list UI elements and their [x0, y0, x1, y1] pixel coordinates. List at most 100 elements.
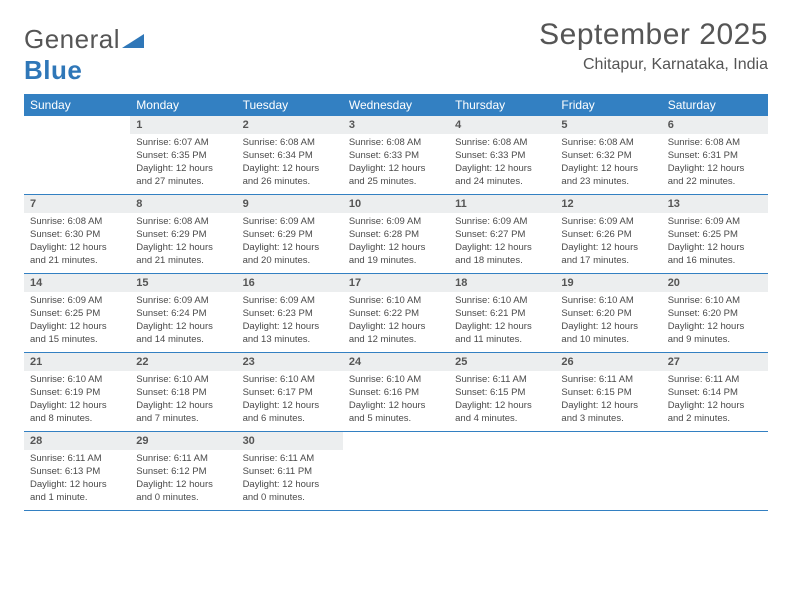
day-number: 6	[662, 116, 768, 134]
sunrise-line: Sunrise: 6:11 AM	[30, 453, 124, 466]
day-number: 27	[662, 353, 768, 371]
day-number: 29	[130, 432, 236, 450]
day-cell: 4Sunrise: 6:08 AMSunset: 6:33 PMDaylight…	[449, 116, 555, 194]
day-cell: 5Sunrise: 6:08 AMSunset: 6:32 PMDaylight…	[555, 116, 661, 194]
weeks-container: 1Sunrise: 6:07 AMSunset: 6:35 PMDaylight…	[24, 116, 768, 511]
sunrise-line: Sunrise: 6:10 AM	[349, 295, 443, 308]
day-number: 3	[343, 116, 449, 134]
daylight-line: Daylight: 12 hours and 27 minutes.	[136, 163, 230, 189]
sunrise-line: Sunrise: 6:08 AM	[30, 216, 124, 229]
day-number: 28	[24, 432, 130, 450]
day-cell: 23Sunrise: 6:10 AMSunset: 6:17 PMDayligh…	[237, 353, 343, 431]
day-cell: 25Sunrise: 6:11 AMSunset: 6:15 PMDayligh…	[449, 353, 555, 431]
day-number	[343, 432, 449, 450]
day-body: Sunrise: 6:08 AMSunset: 6:30 PMDaylight:…	[24, 213, 130, 271]
day-cell	[343, 432, 449, 510]
sunrise-line: Sunrise: 6:08 AM	[455, 137, 549, 150]
sunset-line: Sunset: 6:20 PM	[668, 308, 762, 321]
day-body: Sunrise: 6:11 AMSunset: 6:11 PMDaylight:…	[237, 450, 343, 508]
day-number: 18	[449, 274, 555, 292]
sunset-line: Sunset: 6:22 PM	[349, 308, 443, 321]
week-row: 28Sunrise: 6:11 AMSunset: 6:13 PMDayligh…	[24, 432, 768, 511]
day-cell	[449, 432, 555, 510]
sunset-line: Sunset: 6:33 PM	[349, 150, 443, 163]
calendar: Sunday Monday Tuesday Wednesday Thursday…	[24, 94, 768, 511]
daylight-line: Daylight: 12 hours and 4 minutes.	[455, 400, 549, 426]
daylight-line: Daylight: 12 hours and 2 minutes.	[668, 400, 762, 426]
day-body: Sunrise: 6:10 AMSunset: 6:17 PMDaylight:…	[237, 371, 343, 429]
day-cell: 10Sunrise: 6:09 AMSunset: 6:28 PMDayligh…	[343, 195, 449, 273]
day-cell: 6Sunrise: 6:08 AMSunset: 6:31 PMDaylight…	[662, 116, 768, 194]
sunset-line: Sunset: 6:14 PM	[668, 387, 762, 400]
sunset-line: Sunset: 6:11 PM	[243, 466, 337, 479]
header: General Blue September 2025 Chitapur, Ka…	[24, 18, 768, 86]
daylight-line: Daylight: 12 hours and 3 minutes.	[561, 400, 655, 426]
day-number: 2	[237, 116, 343, 134]
daylight-line: Daylight: 12 hours and 9 minutes.	[668, 321, 762, 347]
day-body	[555, 450, 661, 457]
day-cell: 29Sunrise: 6:11 AMSunset: 6:12 PMDayligh…	[130, 432, 236, 510]
day-cell: 15Sunrise: 6:09 AMSunset: 6:24 PMDayligh…	[130, 274, 236, 352]
day-number: 25	[449, 353, 555, 371]
sunrise-line: Sunrise: 6:10 AM	[30, 374, 124, 387]
day-number: 4	[449, 116, 555, 134]
sunset-line: Sunset: 6:30 PM	[30, 229, 124, 242]
sunset-line: Sunset: 6:26 PM	[561, 229, 655, 242]
day-cell: 19Sunrise: 6:10 AMSunset: 6:20 PMDayligh…	[555, 274, 661, 352]
daylight-line: Daylight: 12 hours and 11 minutes.	[455, 321, 549, 347]
day-body: Sunrise: 6:11 AMSunset: 6:13 PMDaylight:…	[24, 450, 130, 508]
sunrise-line: Sunrise: 6:08 AM	[243, 137, 337, 150]
sunrise-line: Sunrise: 6:11 AM	[561, 374, 655, 387]
weekday-tue: Tuesday	[237, 94, 343, 116]
sunset-line: Sunset: 6:31 PM	[668, 150, 762, 163]
logo-text-b: Blue	[24, 55, 82, 85]
day-number: 17	[343, 274, 449, 292]
daylight-line: Daylight: 12 hours and 21 minutes.	[136, 242, 230, 268]
weekday-sun: Sunday	[24, 94, 130, 116]
sunset-line: Sunset: 6:16 PM	[349, 387, 443, 400]
sunset-line: Sunset: 6:34 PM	[243, 150, 337, 163]
day-number: 5	[555, 116, 661, 134]
daylight-line: Daylight: 12 hours and 18 minutes.	[455, 242, 549, 268]
sunset-line: Sunset: 6:25 PM	[668, 229, 762, 242]
day-body: Sunrise: 6:08 AMSunset: 6:29 PMDaylight:…	[130, 213, 236, 271]
sunset-line: Sunset: 6:21 PM	[455, 308, 549, 321]
day-cell	[555, 432, 661, 510]
sunset-line: Sunset: 6:17 PM	[243, 387, 337, 400]
sunrise-line: Sunrise: 6:09 AM	[455, 216, 549, 229]
day-cell: 27 Sunrise: 6:11 AMSunset: 6:14 PMDayligh…	[662, 353, 768, 431]
calendar-page: General Blue September 2025 Chitapur, Ka…	[0, 0, 792, 535]
day-body	[662, 450, 768, 457]
day-body: Sunrise: 6:10 AMSunset: 6:16 PMDaylight:…	[343, 371, 449, 429]
sunrise-line: Sunrise: 6:11 AM	[668, 374, 762, 387]
day-body: Sunrise: 6:09 AMSunset: 6:24 PMDaylight:…	[130, 292, 236, 350]
sunrise-line: Sunrise: 6:09 AM	[243, 295, 337, 308]
day-number: 9	[237, 195, 343, 213]
day-number: 15	[130, 274, 236, 292]
weekday-mon: Monday	[130, 94, 236, 116]
sunset-line: Sunset: 6:25 PM	[30, 308, 124, 321]
day-body: Sunrise: 6:08 AMSunset: 6:33 PMDaylight:…	[343, 134, 449, 192]
day-body: Sunrise: 6:08 AMSunset: 6:31 PMDaylight:…	[662, 134, 768, 192]
day-cell: 8Sunrise: 6:08 AMSunset: 6:29 PMDaylight…	[130, 195, 236, 273]
day-body: Sunrise: 6:09 AMSunset: 6:26 PMDaylight:…	[555, 213, 661, 271]
day-number: 13	[662, 195, 768, 213]
day-body: Sunrise: 6:09 AMSunset: 6:29 PMDaylight:…	[237, 213, 343, 271]
day-cell: 17Sunrise: 6:10 AMSunset: 6:22 PMDayligh…	[343, 274, 449, 352]
day-number: 21	[24, 353, 130, 371]
day-body: Sunrise: 6:09 AMSunset: 6:27 PMDaylight:…	[449, 213, 555, 271]
sunrise-line: Sunrise: 6:11 AM	[136, 453, 230, 466]
daylight-line: Daylight: 12 hours and 19 minutes.	[349, 242, 443, 268]
sunset-line: Sunset: 6:12 PM	[136, 466, 230, 479]
day-cell: 26Sunrise: 6:11 AMSunset: 6:15 PMDayligh…	[555, 353, 661, 431]
sunset-line: Sunset: 6:32 PM	[561, 150, 655, 163]
sunset-line: Sunset: 6:28 PM	[349, 229, 443, 242]
day-cell: 9Sunrise: 6:09 AMSunset: 6:29 PMDaylight…	[237, 195, 343, 273]
sunset-line: Sunset: 6:27 PM	[455, 229, 549, 242]
day-body: Sunrise: 6:09 AMSunset: 6:25 PMDaylight:…	[662, 213, 768, 271]
day-body	[24, 134, 130, 141]
daylight-line: Daylight: 12 hours and 15 minutes.	[30, 321, 124, 347]
day-cell: 11Sunrise: 6:09 AMSunset: 6:27 PMDayligh…	[449, 195, 555, 273]
weekday-wed: Wednesday	[343, 94, 449, 116]
sunrise-line: Sunrise: 6:09 AM	[561, 216, 655, 229]
